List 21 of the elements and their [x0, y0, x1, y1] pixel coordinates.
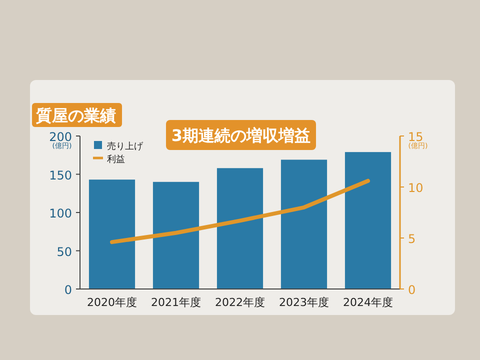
- x-tick-label: 2024年度: [343, 296, 393, 309]
- y2-tick-label: 5: [408, 232, 416, 246]
- y-tick-label: 0: [64, 283, 72, 297]
- y2-tick-label: 0: [408, 283, 416, 297]
- x-tick-label: 2021年度: [151, 296, 201, 309]
- legend-label: 利益: [107, 154, 125, 165]
- legend-label: 売り上げ: [107, 141, 144, 152]
- bar: [152, 182, 200, 289]
- bar: [88, 180, 136, 289]
- x-tick-label: 2022年度: [215, 296, 265, 309]
- bar: [280, 160, 328, 289]
- x-tick-label: 2023年度: [279, 296, 329, 309]
- bar: [216, 168, 264, 289]
- chart-title: 質屋の業績: [35, 106, 116, 125]
- chart-subtitle: 3期連続の増収増益: [171, 126, 311, 145]
- y-tick-label: 100: [49, 206, 72, 220]
- y-tick-label: 50: [56, 244, 72, 259]
- bar: [344, 152, 392, 289]
- y2-tick-label: 10: [408, 181, 424, 195]
- y-tick-label: 150: [49, 168, 72, 182]
- x-tick-label: 2020年度: [87, 296, 137, 309]
